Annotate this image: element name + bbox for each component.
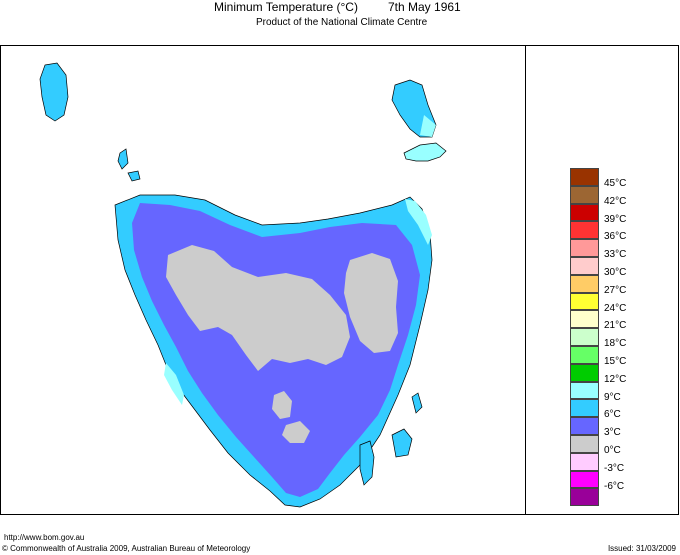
robbins-island xyxy=(127,170,141,182)
legend-label: 39°C xyxy=(604,213,627,225)
legend-label: 45°C xyxy=(604,178,627,189)
legend-swatch xyxy=(570,239,599,257)
issued-date: Issued: 31/03/2009 xyxy=(607,544,676,553)
legend-label: -3°C xyxy=(604,462,625,474)
southern-grey-patch-1 xyxy=(272,391,292,419)
northeast-pale-zone xyxy=(405,199,432,245)
legend-swatch xyxy=(570,185,599,204)
legend-label: 0°C xyxy=(604,445,621,456)
king-island xyxy=(39,62,69,122)
legend-swatch xyxy=(570,435,599,453)
tasman-peninsula xyxy=(391,428,413,458)
west-coast-pale-zone xyxy=(164,363,184,405)
maria-island xyxy=(411,392,423,414)
southern-grey-patch-2 xyxy=(282,421,310,443)
legend-swatch xyxy=(570,399,599,418)
map-title: Minimum Temperature (°C) 7th May 1961 Pr… xyxy=(0,0,680,36)
legend-label: 21°C xyxy=(604,320,627,332)
title-subtitle: Product of the National Climate Centre xyxy=(256,17,428,28)
tasmania-map xyxy=(39,62,447,508)
legend-swatch xyxy=(570,274,599,293)
legend-label: 12°C xyxy=(604,373,627,385)
legend-swatch xyxy=(570,346,599,364)
legend-label: 18°C xyxy=(604,338,627,350)
legend-label: 9°C xyxy=(604,391,621,403)
legend-swatch xyxy=(570,381,599,400)
legend-label: 36°C xyxy=(604,231,627,243)
legend-swatch xyxy=(570,452,599,471)
legend-swatch xyxy=(570,292,599,311)
legend-swatch xyxy=(570,168,599,186)
legend-swatch xyxy=(570,363,599,382)
legend-label: -6°C xyxy=(604,480,625,492)
legend-label: 42°C xyxy=(604,195,627,207)
legend-label: 15°C xyxy=(604,356,627,367)
legend-label: 6°C xyxy=(604,409,621,421)
legend-label: 33°C xyxy=(604,249,627,261)
flinders-island-east-zone xyxy=(420,115,436,137)
hunter-island xyxy=(117,148,129,170)
legend-swatch xyxy=(570,203,599,222)
map-frame xyxy=(0,45,679,515)
title-date: 7th May 1961 xyxy=(388,0,461,14)
legend-label: 30°C xyxy=(604,267,627,278)
legend-swatch xyxy=(570,310,599,329)
title-main: Minimum Temperature (°C) xyxy=(214,0,358,14)
bom-url[interactable]: http://www.bom.gov.au xyxy=(4,533,85,542)
legend-swatch xyxy=(570,417,599,435)
legend-label: 24°C xyxy=(604,302,627,314)
legend-swatch xyxy=(570,470,599,489)
bruny-island xyxy=(359,440,375,486)
legend-swatch xyxy=(570,257,599,275)
central-highlands-grey xyxy=(166,245,350,371)
legend-label: 27°C xyxy=(604,284,627,296)
legend-swatch xyxy=(570,328,599,346)
legend-swatch xyxy=(570,221,599,240)
eastern-highlands-grey xyxy=(344,253,398,353)
legend-label: 3°C xyxy=(604,427,621,439)
legend-swatch xyxy=(570,488,599,507)
cape-barren-island xyxy=(403,142,447,162)
copyright-text: © Commonwealth of Australia 2009, Austra… xyxy=(2,544,251,553)
legend-divider xyxy=(525,45,526,515)
